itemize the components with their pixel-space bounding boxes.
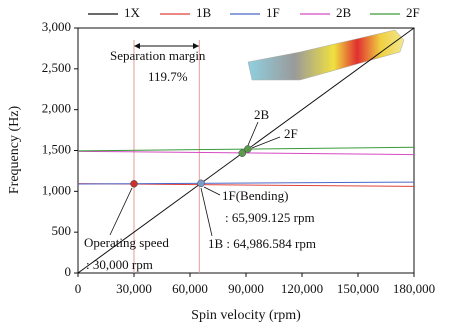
annotation: 1B : 64,986.584 rpm [208,236,316,251]
y-tick-label: 3,000 [42,19,71,34]
x-tick-label: 120,000 [281,281,323,296]
legend-label: 2F [406,5,420,20]
y-tick-label: 1,500 [42,141,71,156]
chart: Frequency (Hz) Spin velocity (rpm) 0 30,0… [0,0,450,328]
annotation: : 65,909.125 rpm [225,210,315,225]
legend-label: 1B [196,5,212,20]
crossing-point [244,146,251,153]
y-tick-label: 2,500 [42,60,71,75]
y-tick-label: 2,000 [42,101,71,116]
x-axis-title: Spin velocity (rpm) [191,308,301,323]
x-tick-label: 90,000 [228,281,264,296]
x-tick-label: 150,000 [337,281,379,296]
leader [204,187,220,195]
annotation: Separation margin [110,48,206,63]
legend-label: 1X [124,5,141,20]
annotation: 119.7% [148,69,188,84]
x-tick-label: 30,000 [116,281,152,296]
y-axis-title: Frequency (Hz) [7,106,22,195]
x-tick-label: 60,000 [172,281,208,296]
leader [110,188,132,235]
legend-label: 2B [336,5,352,20]
legend-label: 1F [266,5,280,20]
x-tick-label: 0 [75,281,82,296]
crossing-point [131,180,138,187]
y-tick-label: 1,000 [42,182,71,197]
y-tick-label: 0 [65,264,72,279]
annotation: 1F(Bending) [222,188,288,203]
crossing-point [198,180,205,187]
x-tick-label: 180,000 [393,281,435,296]
y-tick-label: 500 [52,223,72,238]
rotor-image [248,30,404,80]
annotation: : 30,000 rpm [86,257,153,272]
annotation: 2B [254,107,270,122]
annotation: Operating speed [84,235,169,250]
leader [201,188,212,236]
annotation: 2F [284,126,298,141]
series-line [78,182,414,184]
